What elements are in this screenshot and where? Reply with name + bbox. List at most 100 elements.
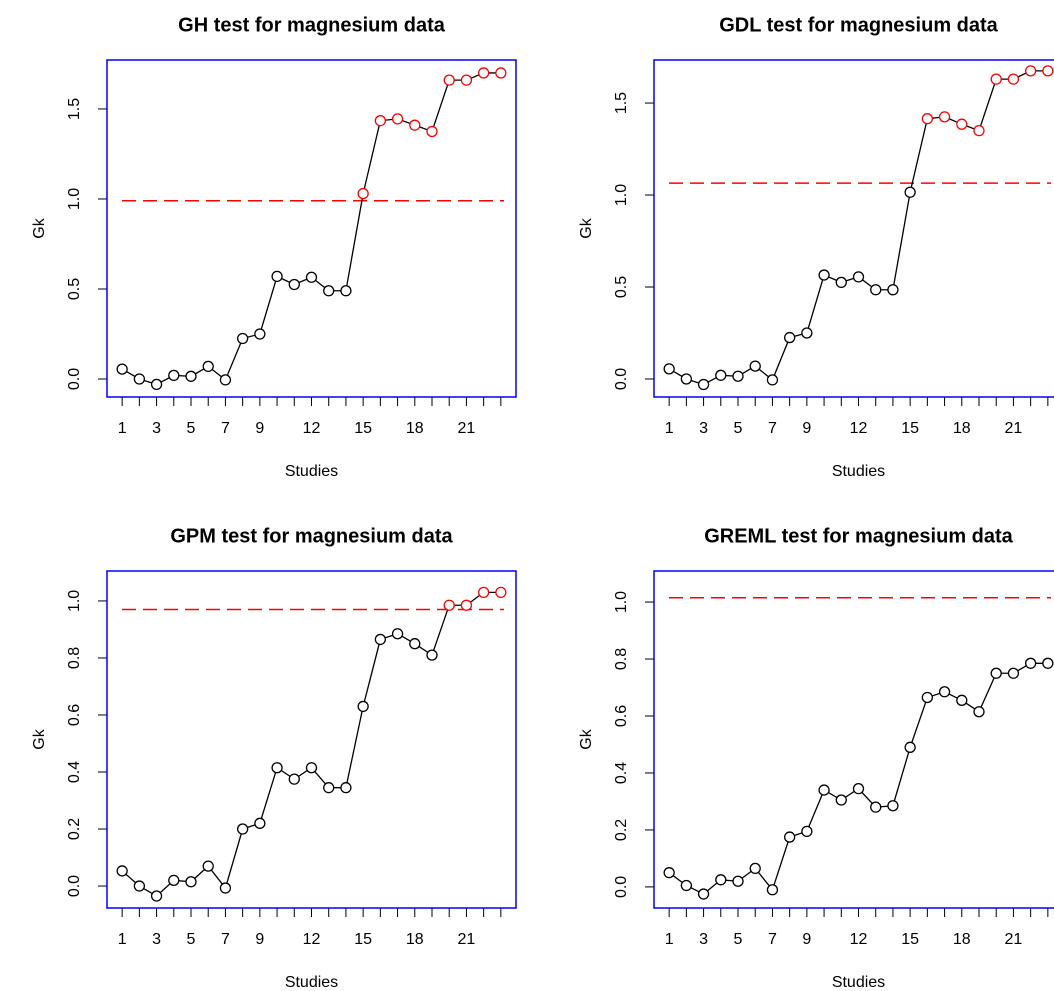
data-point — [835, 794, 847, 806]
x-tick-label: 9 — [255, 931, 264, 948]
x-tick-label: 18 — [953, 420, 971, 437]
data-point — [680, 373, 693, 385]
x-tick-label: 21 — [458, 420, 476, 437]
x-axis-label: Studies — [285, 974, 338, 991]
chart-title: GREML test for magnesium data — [704, 525, 1013, 547]
data-point — [749, 862, 761, 875]
data-point — [904, 741, 916, 753]
y-tick-label: 0.0 — [613, 368, 630, 390]
chart-title: GDL test for magnesium data — [719, 14, 998, 36]
x-tick-label: 7 — [221, 420, 230, 437]
data-point — [801, 327, 813, 339]
data-point — [271, 762, 283, 774]
data-point — [870, 801, 882, 813]
x-tick-label: 7 — [221, 931, 230, 948]
x-tick-label: 1 — [665, 420, 674, 437]
data-point — [697, 888, 710, 900]
x-tick-label: 12 — [303, 420, 321, 437]
data-point — [202, 360, 214, 373]
data-point — [357, 187, 369, 200]
y-axis-label: Gk — [578, 728, 595, 749]
data-point — [305, 762, 318, 774]
y-tick-label: 0.0 — [66, 368, 83, 390]
x-tick-label: 5 — [187, 420, 196, 437]
data-point — [938, 111, 951, 123]
x-tick-label: 9 — [802, 420, 811, 437]
data-point — [715, 874, 727, 886]
y-tick-label: 0.4 — [66, 761, 83, 783]
data-point — [921, 113, 934, 125]
data-point — [697, 378, 710, 391]
x-tick-label: 12 — [850, 420, 868, 437]
x-axis-label: Studies — [832, 974, 885, 991]
data-point — [254, 817, 266, 829]
data-point — [904, 186, 916, 198]
data-point — [150, 890, 163, 902]
data-point — [766, 884, 779, 896]
x-tick-label: 9 — [802, 931, 811, 948]
x-tick-label: 15 — [901, 420, 919, 437]
y-tick-label: 0.5 — [66, 278, 83, 300]
data-point — [956, 118, 968, 130]
data-point — [409, 638, 421, 650]
x-tick-label: 3 — [152, 931, 161, 948]
data-point — [133, 373, 146, 385]
data-point — [357, 700, 369, 713]
data-point — [495, 586, 507, 599]
data-point — [391, 628, 404, 640]
data-point — [477, 67, 490, 79]
data-point — [443, 599, 455, 611]
x-tick-label: 9 — [255, 420, 264, 437]
data-point — [783, 831, 796, 843]
data-point — [219, 374, 232, 386]
series-line — [668, 70, 1048, 386]
data-point — [921, 691, 934, 704]
x-tick-label: 12 — [303, 931, 321, 948]
x-tick-label: 18 — [953, 931, 971, 948]
data-point — [288, 278, 300, 291]
x-tick-label: 21 — [1005, 420, 1023, 437]
data-point — [133, 880, 146, 892]
y-axis-label: Gk — [578, 217, 595, 238]
x-tick-label: 7 — [768, 931, 777, 948]
data-point — [271, 270, 283, 283]
data-point — [818, 784, 830, 796]
y-tick-label: 1.5 — [613, 92, 630, 114]
data-point — [116, 865, 128, 877]
y-axis-label: Gk — [31, 217, 48, 238]
x-tick-label: 5 — [734, 420, 743, 437]
data-point — [1007, 667, 1020, 679]
data-point — [663, 363, 675, 375]
plot-box — [653, 570, 1054, 909]
data-point — [426, 125, 438, 138]
data-point — [150, 378, 163, 391]
data-point — [990, 667, 1002, 679]
data-point — [185, 876, 197, 888]
data-point — [749, 360, 761, 372]
data-point — [1007, 73, 1020, 85]
data-point — [956, 694, 968, 706]
data-point — [202, 860, 214, 872]
data-point — [254, 328, 266, 340]
data-point — [426, 649, 438, 661]
data-point — [973, 706, 985, 718]
data-point — [305, 271, 318, 283]
data-point — [288, 773, 300, 785]
x-tick-label: 5 — [187, 931, 196, 948]
y-tick-label: 1.0 — [613, 591, 630, 613]
data-point — [1042, 657, 1054, 669]
data-point — [374, 633, 387, 646]
plot-box — [106, 59, 517, 398]
x-tick-label: 18 — [406, 420, 424, 437]
x-tick-label: 3 — [699, 931, 708, 948]
y-tick-label: 0.2 — [613, 819, 630, 841]
data-point — [391, 113, 404, 125]
data-point — [340, 782, 352, 794]
data-point — [973, 124, 985, 137]
y-tick-label: 0.5 — [613, 276, 630, 298]
data-point — [766, 374, 779, 386]
data-point — [801, 825, 813, 838]
y-tick-label: 1.0 — [66, 590, 83, 612]
